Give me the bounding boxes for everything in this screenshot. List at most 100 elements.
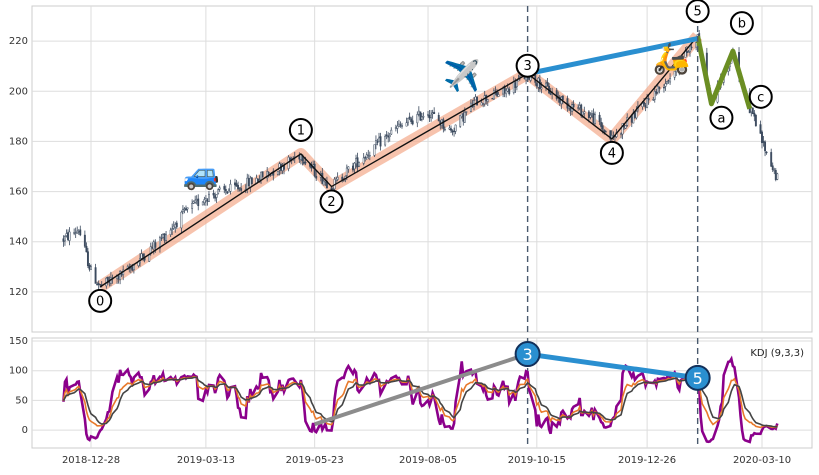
candle-body [652,99,655,101]
candle-body [666,81,668,84]
candle-body [492,90,495,100]
candle-body [356,157,359,168]
candle-body [197,198,200,207]
candle-body [624,125,627,129]
candle-body [396,125,399,129]
candle-body [459,115,462,127]
wave-label-text: 3 [523,59,531,74]
candle-body [335,178,338,181]
candle-body [234,182,236,186]
kdj-j-line [62,355,779,444]
candle-body [172,225,175,229]
emoji-marker: 🛵 [653,42,690,77]
candle-body [753,112,756,117]
wave-label-circle [599,140,624,165]
candle-body [512,81,515,93]
candle-body [514,82,517,88]
candle-body [411,120,414,125]
candle-body [676,61,679,70]
candle-body [249,177,252,188]
candle-body [545,82,547,87]
candle-body [376,141,379,143]
candle-body [315,175,318,179]
candle-body [204,198,207,202]
candle-body [192,201,195,204]
candle-body [433,111,436,114]
candle-body [373,144,376,156]
candle-body [379,136,382,147]
candle-body [162,234,164,238]
candle-body [374,140,377,145]
price-y-tick-label: 200 [9,86,28,97]
candle-body [321,172,324,184]
candle-body [664,83,667,87]
candle-body [594,114,596,124]
candle-body [646,98,649,109]
candle-body [142,253,145,257]
candle-body [416,114,419,124]
candle-body [679,58,682,69]
candle-body [212,192,215,196]
candle-body [587,111,590,118]
candle-body [443,128,446,131]
candle-body [302,161,305,164]
candle-body [65,233,68,236]
candle-body [235,183,238,187]
candle-body [151,247,154,249]
candle-body [152,241,155,250]
candle-body [180,211,183,229]
candle-body [85,245,88,253]
corrective-label-circle [729,11,754,36]
candle-body [73,232,76,234]
candle-body [203,199,206,204]
candle-body [247,178,250,187]
kdj-marker-label: 3 [523,345,533,364]
candle-body [592,113,595,124]
candle-body [450,128,452,131]
candle-body [226,191,229,194]
candle-body [491,98,494,100]
candle-body [364,157,367,159]
candle-body [183,208,186,210]
candle-body [549,92,552,95]
candle-body [201,201,204,206]
candle-body [635,111,638,119]
candle-body [355,158,357,165]
candle-body [79,229,82,236]
candle-body [77,230,80,233]
candle-body [217,189,220,194]
wave-label-circle [288,117,313,142]
candle-body [630,116,633,123]
candle-body [773,169,776,172]
candle-body [304,161,307,164]
candle-body [106,276,109,282]
kdj-y-tick-label: 100 [9,366,28,377]
candle-body [227,189,230,193]
kdj-divergence-grey [314,352,529,427]
candle-body [535,83,538,87]
candle-body [451,130,454,133]
candle-body [581,111,584,116]
candle-body [647,98,650,101]
candle-body [97,283,100,285]
candle-body [417,110,420,115]
candle-body [669,78,672,83]
candle-body [419,111,422,121]
candle-body [540,87,543,90]
price-y-tick-label: 180 [9,136,28,147]
candle-body [132,265,135,270]
candle-body [690,46,693,49]
candle-body [86,251,89,267]
corrective-label-text: a [717,111,725,126]
candle-body [761,131,763,144]
candle-body [420,116,423,120]
kdj-marker-circle [514,341,541,368]
candle-body [609,130,612,140]
candle-body [378,137,380,142]
candle-body [206,199,209,202]
candle-body [497,94,500,97]
candle-body [358,162,361,167]
candle-body [655,91,658,94]
candle-body [387,135,390,138]
candle-body [410,118,413,123]
